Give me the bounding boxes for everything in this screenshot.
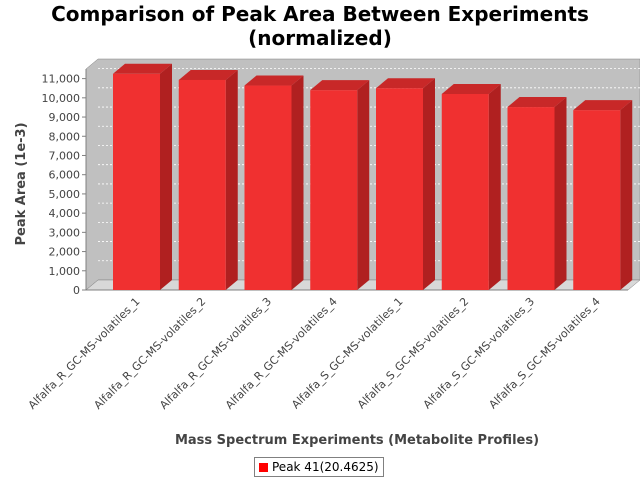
- legend: Peak 41(20.4625): [254, 457, 384, 477]
- y-tick-label: 7,000: [49, 149, 81, 162]
- y-tick-label: 3,000: [49, 226, 81, 239]
- legend-label: Peak 41(20.4625): [272, 460, 379, 474]
- bar-top: [507, 97, 567, 108]
- bar-top: [113, 63, 172, 74]
- bar-side: [357, 80, 370, 290]
- bar-top: [441, 83, 501, 94]
- chart-title-line-2: (normalized): [248, 26, 392, 50]
- x-tick-label: Alfalfa_R_GC-MS-volatiles_1: [26, 295, 143, 412]
- bar-top: [244, 75, 304, 86]
- bar-top: [376, 78, 435, 89]
- bar-side: [620, 100, 633, 290]
- x-tick-label: Alfalfa_R_GC-MS-volatiles_4: [223, 295, 340, 412]
- bar-front: [376, 88, 423, 290]
- x-tick-label: Alfalfa_R_GC-MS-volatiles_3: [157, 295, 274, 412]
- bar: [507, 97, 567, 290]
- bar: [310, 80, 370, 290]
- bar-top: [178, 69, 238, 80]
- bar: [573, 100, 633, 290]
- bar-front: [178, 79, 226, 290]
- y-axis-label: Peak Area (1e-3): [14, 122, 29, 245]
- x-tick-label: Alfalfa_S_GC-MS-volatiles_3: [421, 295, 537, 411]
- bar: [113, 63, 172, 290]
- bar-side: [423, 78, 435, 290]
- y-tick-label: 8,000: [49, 130, 81, 143]
- bar: [441, 83, 501, 290]
- y-tick-label: 11,000: [42, 73, 81, 86]
- bar-front: [113, 73, 160, 290]
- x-tick-label: Alfalfa_S_GC-MS-volatiles_2: [355, 295, 471, 411]
- bar-top: [573, 100, 633, 111]
- x-tick-label: Alfalfa_S_GC-MS-volatiles_1: [289, 295, 405, 411]
- bar-side: [225, 69, 238, 290]
- legend-swatch: [259, 462, 268, 472]
- x-tick-label: Alfalfa_R_GC-MS-volatiles_2: [91, 295, 208, 412]
- bar: [178, 69, 238, 290]
- chart-title: Comparison of Peak Area Between Experime…: [0, 2, 640, 50]
- x-tick-label: Alfalfa_S_GC-MS-volatiles_4: [486, 295, 602, 411]
- y-tick-label: 0: [73, 284, 80, 297]
- y-tick-label: 10,000: [42, 92, 81, 105]
- chart-title-line-1: Comparison of Peak Area Between Experime…: [51, 2, 589, 26]
- bar: [244, 75, 304, 291]
- bar-side: [488, 83, 501, 290]
- x-axis-label: Mass Spectrum Experiments (Metabolite Pr…: [175, 433, 539, 448]
- bar-front: [573, 110, 621, 290]
- y-tick-label: 9,000: [49, 111, 81, 124]
- y-tick-label: 6,000: [49, 169, 81, 182]
- bar-top: [310, 80, 370, 91]
- bar-front: [441, 93, 489, 290]
- bar-side: [554, 97, 567, 290]
- y-tick-label: 4,000: [49, 207, 81, 220]
- bar-side: [160, 63, 172, 290]
- bar-front: [310, 90, 358, 290]
- bar-front: [244, 85, 292, 291]
- y-tick-label: 2,000: [49, 246, 81, 259]
- y-tick-label: 1,000: [49, 265, 81, 278]
- bar-front: [507, 107, 555, 290]
- bar: [376, 78, 435, 290]
- y-tick-label: 5,000: [49, 188, 81, 201]
- bar-side: [291, 75, 304, 291]
